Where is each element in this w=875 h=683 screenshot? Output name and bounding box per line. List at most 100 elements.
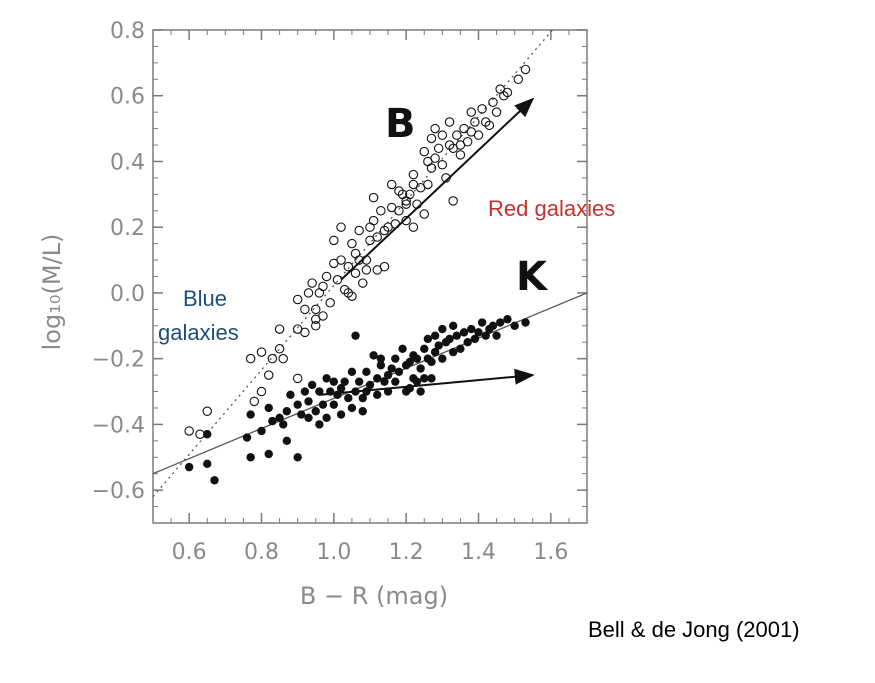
b-data-point — [513, 74, 524, 85]
k-data-point — [438, 324, 447, 334]
b-data-point — [329, 235, 339, 246]
x-tick-label: 1.4 — [461, 540, 496, 565]
b-data-point — [202, 406, 213, 417]
b-data-point — [408, 222, 419, 232]
k-data-point — [344, 393, 353, 403]
b-data-point — [321, 271, 332, 282]
k-data-point — [452, 331, 461, 340]
k-data-point — [282, 407, 292, 416]
y-tick-label: −0.6 — [92, 479, 145, 504]
k-data-point — [376, 354, 386, 363]
k-data-point — [318, 400, 328, 409]
blue-galaxies-label-line1: Blue — [183, 286, 227, 311]
k-data-point — [347, 367, 357, 377]
b-data-point — [274, 344, 285, 354]
k-data-point — [304, 413, 313, 423]
x-tick-label: 0.8 — [244, 540, 279, 565]
b-data-point — [318, 311, 328, 321]
k-data-point — [521, 318, 530, 327]
k-data-point — [351, 331, 360, 340]
b-data-point — [358, 278, 368, 288]
b-data-point — [278, 353, 288, 364]
k-data-point — [282, 436, 292, 446]
k-data-point — [481, 331, 490, 340]
k-data-point — [264, 403, 273, 413]
k-data-point — [203, 430, 212, 439]
k-data-point — [423, 334, 433, 344]
b-data-point — [437, 130, 448, 140]
b-data-point — [419, 209, 429, 219]
k-data-point — [503, 315, 512, 324]
y-tick-label: 0.8 — [110, 19, 145, 44]
k-data-point — [315, 420, 324, 429]
b-data-point — [426, 163, 437, 173]
k-data-point — [463, 338, 472, 347]
b-data-point — [310, 304, 321, 315]
k-data-point — [456, 344, 465, 354]
k-data-point — [311, 407, 320, 416]
b-data-point — [307, 278, 317, 288]
k-data-point — [347, 403, 357, 413]
b-data-point — [499, 90, 509, 101]
k-data-point — [394, 367, 404, 377]
k-series-label: K — [516, 254, 549, 300]
b-data-point — [354, 225, 364, 236]
k-data-point — [322, 413, 331, 423]
k-data-point — [354, 377, 364, 386]
k-data-point — [242, 433, 252, 442]
b-data-point — [379, 261, 390, 272]
b-data-point — [300, 304, 310, 315]
blue-galaxies-label-line2: galaxies — [158, 320, 239, 345]
b-data-point — [292, 373, 303, 384]
b-data-point — [343, 261, 354, 272]
k-data-point — [510, 321, 519, 330]
x-axis-title: B − R (mag) — [300, 582, 448, 610]
k-data-point — [376, 361, 386, 370]
b-data-point — [245, 353, 256, 364]
k-data-point — [412, 377, 422, 386]
y-axis-title: log₁₀(M/L) — [38, 234, 66, 351]
k-data-point — [416, 364, 425, 373]
b-data-point — [339, 284, 350, 295]
b-data-point — [423, 179, 433, 190]
b-data-point — [419, 146, 429, 157]
b-data-point — [332, 275, 343, 285]
y-tick-label: 0.2 — [110, 216, 145, 241]
k-data-point — [300, 387, 310, 396]
b-data-point — [318, 281, 328, 292]
k-data-point — [496, 318, 505, 327]
b-data-point — [448, 196, 458, 206]
y-tick-label: 0.0 — [110, 282, 145, 307]
k-data-point — [210, 476, 219, 485]
k-data-point — [430, 347, 440, 357]
k-data-point — [358, 393, 367, 403]
b-data-point — [401, 199, 411, 209]
b-data-point — [480, 117, 491, 127]
b-data-point — [473, 130, 484, 140]
k-data-point — [474, 328, 483, 337]
b-data-point — [195, 429, 205, 440]
k-data-point — [427, 374, 436, 383]
b-data-point — [386, 179, 397, 190]
k-data-point — [297, 410, 306, 419]
b-data-point — [394, 206, 404, 216]
y-tick-label: −0.2 — [92, 348, 145, 373]
b-data-point — [491, 107, 502, 117]
x-tick-label: 0.6 — [172, 540, 207, 565]
y-tick-label: 0.6 — [110, 85, 145, 110]
b-series-label: B — [385, 101, 416, 147]
k-data-point — [293, 400, 302, 409]
b-data-point — [368, 192, 379, 203]
b-data-point — [347, 291, 357, 301]
b-data-point — [430, 153, 440, 163]
y-tick-label: 0.4 — [110, 150, 145, 175]
k-data-point — [358, 407, 367, 416]
k-data-point — [279, 420, 288, 429]
k-data-point — [467, 324, 476, 334]
b-data-point — [466, 107, 477, 117]
k-data-point — [420, 344, 429, 354]
b-data-point — [303, 288, 314, 298]
b-data-point — [405, 189, 415, 200]
b-data-point — [343, 288, 354, 298]
